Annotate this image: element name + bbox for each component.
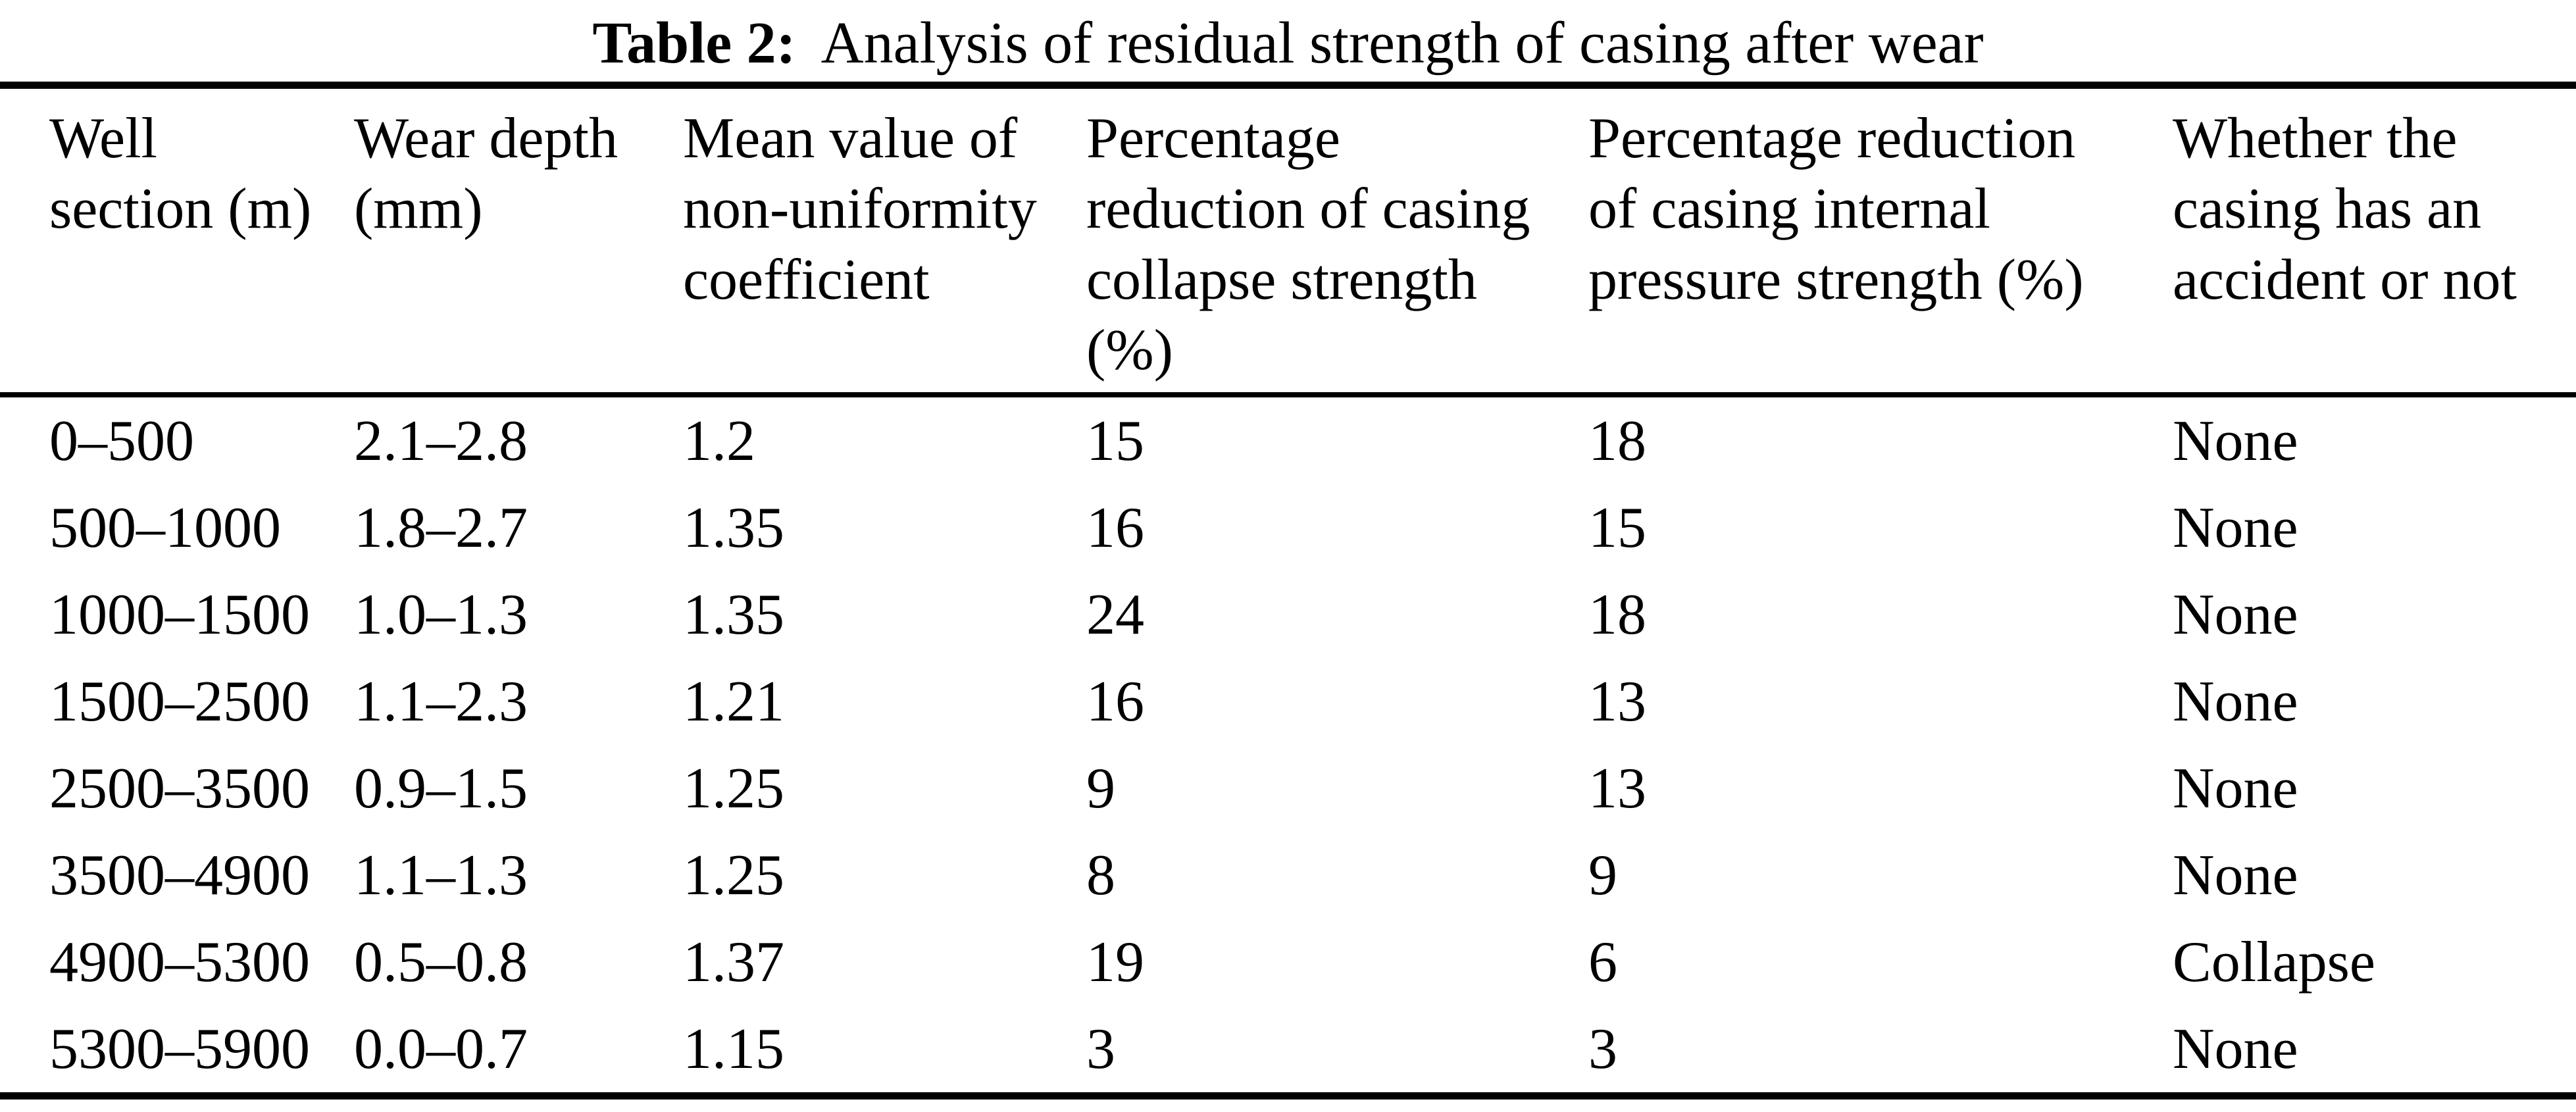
cell-accident: None — [2173, 495, 2298, 560]
cell-well-section: 5300–5900 — [49, 1017, 310, 1081]
column-header-internal-pressure: Percentage reduction of casing internal … — [1588, 85, 2173, 398]
cell-well-section: 2500–3500 — [49, 756, 310, 821]
cell-pressure-reduction: 13 — [1588, 756, 1646, 821]
column-header-well-section: Well section (m) — [0, 85, 354, 398]
cell-accident: None — [2173, 669, 2298, 734]
cell-well-section: 0–500 — [49, 409, 194, 473]
table-caption-text: Analysis of residual strength of casing … — [821, 11, 1984, 76]
cell-non-uniformity: 1.37 — [683, 930, 784, 994]
cell-accident: None — [2173, 582, 2298, 647]
cell-collapse-reduction: 24 — [1086, 582, 1144, 647]
table-caption-label: Table 2: — [592, 11, 796, 76]
cell-non-uniformity: 1.35 — [683, 582, 784, 647]
table-caption: Table 2: Analysis of residual strength of… — [0, 0, 2576, 78]
table-row: 500–1000 1.8–2.7 1.35 16 15 None — [0, 484, 2576, 571]
cell-well-section: 1500–2500 — [49, 669, 310, 734]
cell-wear-depth: 0.9–1.5 — [354, 756, 528, 821]
cell-pressure-reduction: 18 — [1588, 409, 1646, 473]
cell-well-section: 1000–1500 — [49, 582, 310, 647]
cell-collapse-reduction: 3 — [1086, 1017, 1115, 1081]
cell-pressure-reduction: 6 — [1588, 930, 1617, 994]
cell-accident: None — [2173, 1017, 2298, 1081]
cell-collapse-reduction: 8 — [1086, 843, 1115, 907]
cell-wear-depth: 0.5–0.8 — [354, 930, 528, 994]
table-row: 3500–4900 1.1–1.3 1.25 8 9 None — [0, 832, 2576, 919]
table-row: 1000–1500 1.0–1.3 1.35 24 18 None — [0, 571, 2576, 658]
cell-collapse-reduction: 16 — [1086, 495, 1144, 560]
cell-collapse-reduction: 9 — [1086, 756, 1115, 821]
data-table: Well section (m) Wear depth (mm) Mean va… — [0, 82, 2576, 1100]
column-header-wear-depth: Wear depth (mm) — [354, 85, 683, 398]
cell-collapse-reduction: 19 — [1086, 930, 1144, 994]
cell-wear-depth: 2.1–2.8 — [354, 409, 528, 473]
cell-non-uniformity: 1.2 — [683, 409, 755, 473]
cell-pressure-reduction: 13 — [1588, 669, 1646, 734]
cell-non-uniformity: 1.15 — [683, 1017, 784, 1081]
cell-wear-depth: 1.0–1.3 — [354, 582, 528, 647]
cell-collapse-reduction: 16 — [1086, 669, 1144, 734]
cell-accident: None — [2173, 409, 2298, 473]
cell-pressure-reduction: 15 — [1588, 495, 1646, 560]
cell-pressure-reduction: 3 — [1588, 1017, 1617, 1081]
cell-non-uniformity: 1.25 — [683, 756, 784, 821]
cell-non-uniformity: 1.25 — [683, 843, 784, 907]
cell-well-section: 3500–4900 — [49, 843, 310, 907]
cell-accident: Collapse — [2173, 930, 2375, 994]
table-row: 5300–5900 0.0–0.7 1.15 3 3 None — [0, 1005, 2576, 1096]
cell-wear-depth: 1.8–2.7 — [354, 495, 528, 560]
column-header-accident: Whether the casing has an accident or no… — [2173, 85, 2576, 398]
cell-pressure-reduction: 9 — [1588, 843, 1617, 907]
cell-well-section: 500–1000 — [49, 495, 281, 560]
table-row: 0–500 2.1–2.8 1.2 15 18 None — [0, 395, 2576, 484]
table-row: 2500–3500 0.9–1.5 1.25 9 13 None — [0, 745, 2576, 832]
cell-wear-depth: 0.0–0.7 — [354, 1017, 528, 1081]
cell-pressure-reduction: 18 — [1588, 582, 1646, 647]
cell-well-section: 4900–5300 — [49, 930, 310, 994]
column-header-non-uniformity: Mean value of non-uniformity coefficient — [683, 85, 1086, 398]
cell-wear-depth: 1.1–1.3 — [354, 843, 528, 907]
cell-accident: None — [2173, 843, 2298, 907]
cell-wear-depth: 1.1–2.3 — [354, 669, 528, 734]
cell-accident: None — [2173, 756, 2298, 821]
cell-non-uniformity: 1.21 — [683, 669, 784, 734]
table-row: 4900–5300 0.5–0.8 1.37 19 6 Collapse — [0, 919, 2576, 1005]
header-row: Well section (m) Wear depth (mm) Mean va… — [0, 85, 2576, 398]
cell-collapse-reduction: 15 — [1086, 409, 1144, 473]
column-header-collapse-strength: Percentage reduction of casing collapse … — [1086, 85, 1588, 398]
table-row: 1500–2500 1.1–2.3 1.21 16 13 None — [0, 658, 2576, 745]
cell-non-uniformity: 1.35 — [683, 495, 784, 560]
